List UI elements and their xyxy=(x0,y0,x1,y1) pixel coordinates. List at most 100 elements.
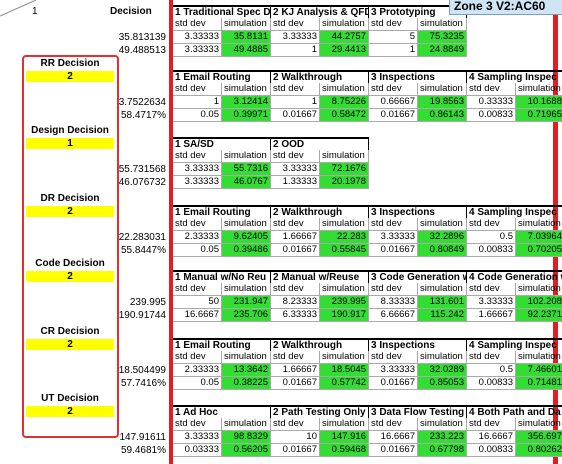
block-header: 2 Path Testing Only xyxy=(271,405,369,418)
decision-label: RR Decision xyxy=(40,58,100,69)
block-header: 1 Email Routing xyxy=(173,338,271,351)
block-header: 2 Manual w/Reuse xyxy=(271,270,369,283)
stddev-cell: 2.33333 xyxy=(173,364,222,377)
left-value: 147.91611 xyxy=(119,432,166,443)
subheader-cell: simulation xyxy=(320,218,369,231)
simulation-cell: 0.38225 xyxy=(222,377,271,390)
subheader-cell: simulation xyxy=(222,418,271,431)
stddev-cell: 0.01667 xyxy=(271,377,320,390)
stddev-cell: 0.03333 xyxy=(173,444,222,457)
subheader-cell: std dev xyxy=(369,18,418,31)
block-header: 3 Data Flow Testing xyxy=(369,405,467,418)
subheader-cell: std dev xyxy=(173,18,222,31)
subheader-cell: std dev xyxy=(173,283,222,296)
stddev-cell: 1.66667 xyxy=(467,309,516,322)
simulation-cell: 8.75226 xyxy=(320,96,369,109)
decision-label: DR Decision xyxy=(40,193,100,204)
subheader-cell: std dev xyxy=(467,218,516,231)
stddev-cell: 0.33333 xyxy=(467,96,516,109)
block-header: 1 Ad Hoc xyxy=(173,405,271,418)
stddev-cell: 0.01667 xyxy=(271,444,320,457)
subheader-cell: std dev xyxy=(173,83,222,96)
stddev-cell: 0.00833 xyxy=(467,377,516,390)
simulation-cell: 49.4885 xyxy=(222,44,271,57)
stddev-cell: 0.01667 xyxy=(271,109,320,122)
arrow-line xyxy=(0,0,37,17)
block-header: 3 Inspections xyxy=(369,338,467,351)
stddev-cell: 3.33333 xyxy=(271,31,320,44)
subheader-cell: simulation xyxy=(222,218,271,231)
subheader-cell: simulation xyxy=(516,418,562,431)
stddev-cell: 16.6667 xyxy=(467,431,516,444)
subheader-cell: simulation xyxy=(418,18,467,31)
stddev-cell: 0.05 xyxy=(173,377,222,390)
subheader-cell: std dev xyxy=(369,218,418,231)
block-header: 4 Both Path and Da xyxy=(467,405,562,418)
subheader-cell: std dev xyxy=(369,83,418,96)
simulation-cell: 7.03964 xyxy=(516,231,562,244)
subheader-cell: std dev xyxy=(467,351,516,364)
subheader-cell: simulation xyxy=(418,351,467,364)
simulation-cell: 24.8849 xyxy=(418,44,467,57)
subheader-cell: simulation xyxy=(222,351,271,364)
simulation-cell: 0.86143 xyxy=(418,109,467,122)
stddev-cell: 3.33333 xyxy=(173,31,222,44)
top-label: Decision xyxy=(110,6,152,17)
left-value: 55.8447% xyxy=(120,245,166,256)
stddev-cell: 1.66667 xyxy=(271,364,320,377)
subheader-cell: std dev xyxy=(173,351,222,364)
subheader-cell: simulation xyxy=(320,418,369,431)
stddev-cell: 3.33333 xyxy=(467,296,516,309)
stddev-cell: 1.33333 xyxy=(271,176,320,189)
simulation-cell: 0.70205 xyxy=(516,244,562,257)
subheader-cell: std dev xyxy=(467,283,516,296)
subheader-cell: std dev xyxy=(271,18,320,31)
subheader-cell: simulation xyxy=(222,150,271,163)
stddev-cell: 0.66667 xyxy=(369,96,418,109)
subheader-cell: simulation xyxy=(222,83,271,96)
stddev-cell: 8.33333 xyxy=(369,296,418,309)
block-header: 4 Code Generation w/Re xyxy=(467,270,562,283)
decision-value: 2 xyxy=(26,206,114,217)
simulation-cell: 190.917 xyxy=(320,309,369,322)
subheader-cell: simulation xyxy=(516,83,562,96)
left-value: 35.813139 xyxy=(118,32,166,43)
simulation-cell: 92.2371 xyxy=(516,309,562,322)
subheader-cell: simulation xyxy=(222,18,271,31)
simulation-cell: 75.3235 xyxy=(418,31,467,44)
subheader-cell: simulation xyxy=(320,18,369,31)
simulation-cell: 9.62405 xyxy=(222,231,271,244)
stddev-cell: 3.33333 xyxy=(173,176,222,189)
stddev-cell: 0.5 xyxy=(467,364,516,377)
block-header: 1 Email Routing xyxy=(173,205,271,218)
stddev-cell: 8.23333 xyxy=(271,296,320,309)
subheader-cell: simulation xyxy=(516,218,562,231)
left-value: 57.7416% xyxy=(120,378,166,389)
simulation-cell: 19.8563 xyxy=(418,96,467,109)
stddev-cell: 3.33333 xyxy=(271,163,320,176)
block-header: 4 Sampling Inspec xyxy=(467,205,562,218)
simulation-cell: 0.85053 xyxy=(418,377,467,390)
stddev-cell: 0.01667 xyxy=(369,377,418,390)
subheader-cell: std dev xyxy=(271,218,320,231)
stddev-cell: 0.01667 xyxy=(369,109,418,122)
decision-box xyxy=(22,55,119,438)
simulation-cell: 102.208 xyxy=(516,296,562,309)
simulation-cell: 0.56205 xyxy=(222,444,271,457)
decision-value: 2 xyxy=(26,339,114,350)
simulation-cell: 22.283 xyxy=(320,231,369,244)
stddev-cell: 0.05 xyxy=(173,244,222,257)
subheader-cell: std dev xyxy=(173,418,222,431)
simulation-cell: 131.601 xyxy=(418,296,467,309)
block-header: 1 SA/SD xyxy=(173,137,271,150)
subheader-cell: std dev xyxy=(271,418,320,431)
simulation-cell: 10.1688 xyxy=(516,96,562,109)
block-header: 1 Manual w/No Reu xyxy=(173,270,271,283)
simulation-cell: 115.242 xyxy=(418,309,467,322)
block-header: 1 Email Routing xyxy=(173,70,271,83)
subheader-cell: simulation xyxy=(418,83,467,96)
subheader-cell: std dev xyxy=(369,283,418,296)
simulation-cell: 147.916 xyxy=(320,431,369,444)
left-value: 55.731568 xyxy=(118,164,166,175)
simulation-cell: 0.39486 xyxy=(222,244,271,257)
